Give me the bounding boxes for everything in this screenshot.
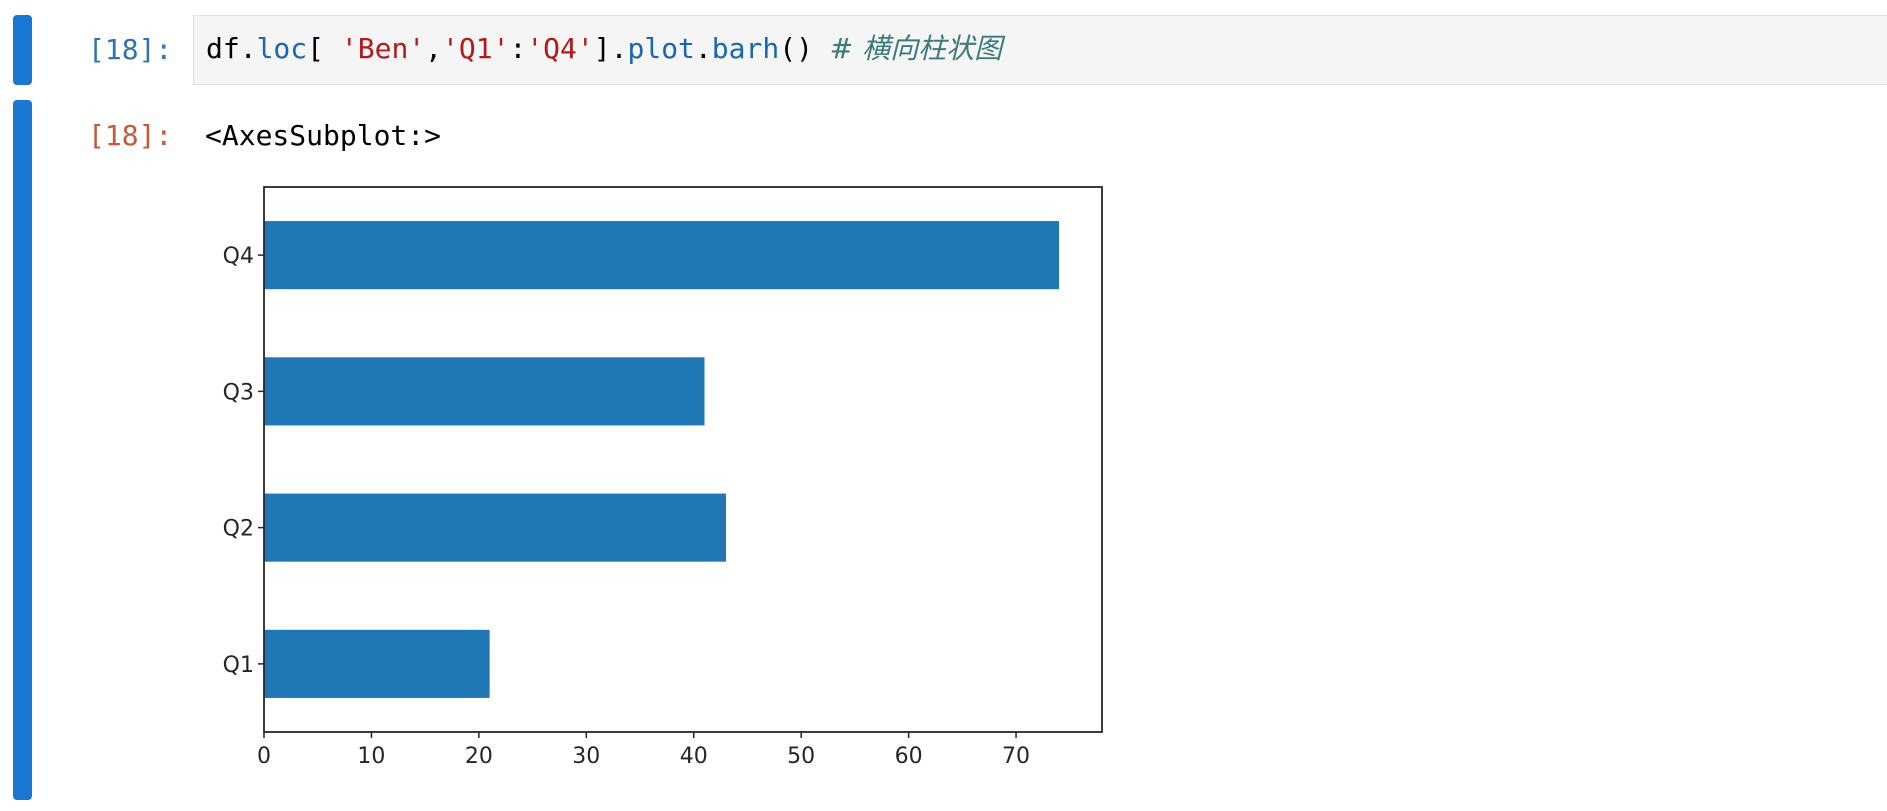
code-token: loc [256, 32, 308, 65]
x-tick-label: 0 [257, 744, 271, 769]
code-token: () [779, 32, 830, 65]
x-tick-label: 70 [1002, 744, 1030, 769]
x-tick-label: 10 [357, 744, 385, 769]
output-prompt: [18]: [88, 119, 173, 152]
input-prompt: [18]: [88, 33, 173, 66]
bar-chart: Q1 Q2 Q3 Q4 0 10 20 30 40 50 60 70 [223, 186, 1103, 769]
bar-q1 [264, 629, 490, 698]
input-cell-selection-bar [13, 15, 32, 85]
x-tick-label: 40 [680, 744, 708, 769]
output-text: <AxesSubplot:> [205, 119, 442, 152]
code-token: . [239, 32, 257, 65]
bar-q4 [264, 221, 1060, 290]
y-tick-label: Q2 [223, 517, 254, 542]
x-tick-label: 20 [465, 744, 493, 769]
code-token: : [509, 32, 527, 65]
output-cell-selection-bar [13, 100, 32, 800]
plot-frame [263, 186, 1103, 733]
code-input-area[interactable]: df.loc[ 'Ben','Q1':'Q4'].plot.barh() # 横… [193, 15, 1887, 85]
code-token: df [206, 32, 240, 65]
code-comment: # 横向柱状图 [829, 32, 1003, 65]
y-tick-label: Q3 [223, 380, 254, 405]
code-token: ]. [593, 32, 628, 65]
code-token: 'Q4' [526, 32, 594, 65]
y-tick-label: Q4 [223, 244, 254, 269]
bar-q3 [264, 357, 705, 426]
code-token: 'Q1' [442, 32, 510, 65]
x-tick-label: 60 [895, 744, 923, 769]
x-tick-label: 30 [572, 744, 600, 769]
code-token: barh [711, 32, 780, 65]
bar-q2 [264, 493, 726, 562]
code-line: df.loc[ 'Ben','Q1':'Q4'].plot.barh() # 横… [206, 31, 1002, 67]
code-token: , [425, 32, 443, 65]
code-token: 'Ben' [340, 32, 426, 65]
x-tick-label: 50 [787, 744, 815, 769]
y-tick-label: Q1 [223, 653, 254, 678]
code-token: [ [307, 32, 341, 65]
code-token: . [694, 32, 712, 65]
code-token: plot [627, 32, 695, 65]
